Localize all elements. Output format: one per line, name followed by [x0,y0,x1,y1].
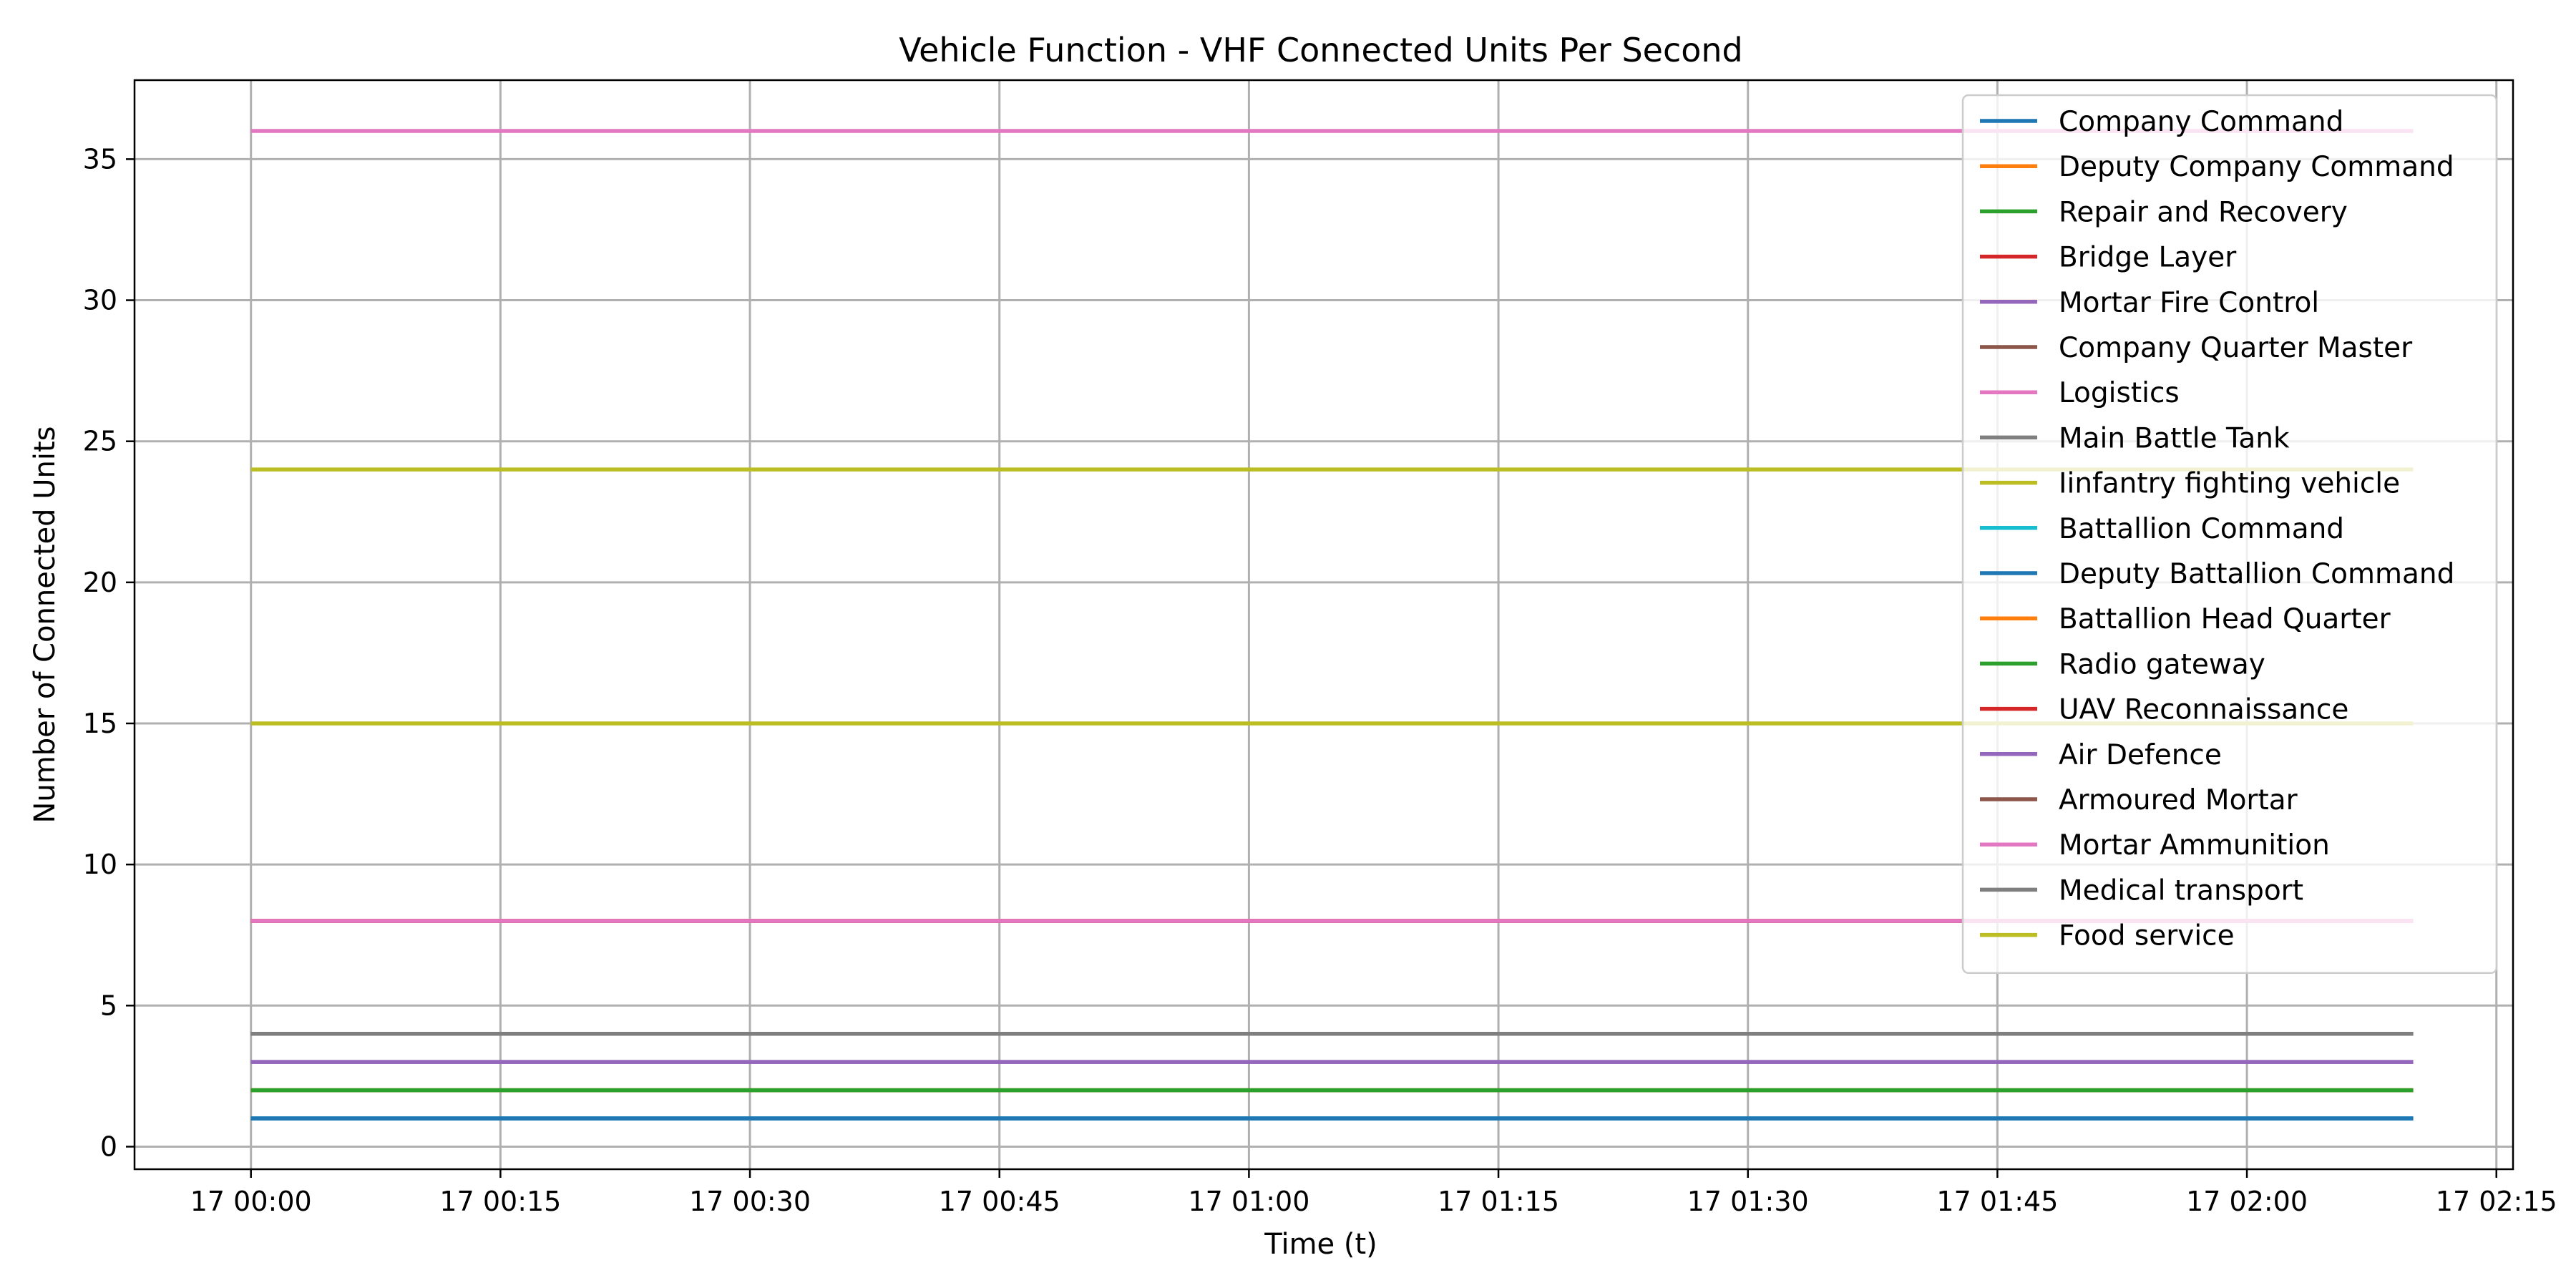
x-tick-label: 17 01:00 [1188,1186,1309,1217]
legend-label: Armoured Mortar [2059,784,2298,816]
x-tick-label: 17 00:00 [190,1186,312,1217]
legend-label: Deputy Company Command [2059,151,2454,183]
x-tick-label: 17 00:45 [939,1186,1060,1217]
x-tick-label: 17 02:15 [2436,1186,2557,1217]
y-tick-label: 15 [83,708,117,739]
legend-label: Medical transport [2059,874,2303,907]
x-axis-label: Time (t) [1264,1228,1377,1261]
x-axis: 17 00:00 17 00:15 17 00:30 17 00:45 17 01:00… [190,1169,2557,1217]
legend-label: Air Defence [2059,739,2222,771]
legend-box [1961,94,2498,975]
legend-label: Bridge Layer [2059,242,2237,274]
y-axis-label: Number of Connected Units [29,426,62,823]
x-tick-label: 17 01:30 [1687,1186,1809,1217]
legend-label: Main Battle Tank [2059,422,2290,454]
y-axis: 0 5 10 15 20 25 30 35 [83,143,135,1162]
y-tick-label: 0 [100,1131,117,1162]
legend: Company Command Deputy Company Command Rep… [1961,94,2498,975]
x-tick-label: 17 00:30 [689,1186,811,1217]
y-tick-label: 25 [83,426,117,457]
legend-label: Deputy Battallion Command [2059,558,2454,590]
y-tick-label: 35 [83,143,117,175]
x-tick-label: 17 00:15 [439,1186,561,1217]
y-tick-label: 5 [100,990,117,1021]
legend-label: Iinfantry fighting vehicle [2059,468,2400,500]
y-tick-label: 10 [83,849,117,880]
legend-label: Logistics [2059,377,2180,409]
x-tick-label: 17 01:45 [1936,1186,2058,1217]
legend-label: Company Command [2059,106,2343,138]
legend-label: UAV Reconnaissance [2059,694,2348,726]
legend-label: Repair and Recovery [2059,196,2348,228]
y-tick-label: 30 [83,285,117,316]
legend-label: Radio gateway [2059,648,2265,680]
legend-label: Mortar Ammunition [2059,829,2330,862]
legend-label: Battallion Head Quarter [2059,603,2391,635]
y-tick-label: 20 [83,567,117,598]
legend-label: Mortar Fire Control [2059,287,2319,319]
x-tick-label: 17 01:15 [1438,1186,1559,1217]
x-tick-label: 17 02:00 [2186,1186,2308,1217]
legend-label: Battallion Command [2059,513,2344,545]
chart-title: Vehicle Function - VHF Connected Units P… [899,31,1743,69]
legend-label: Food service [2059,920,2235,952]
legend-label: Company Quarter Master [2059,332,2413,364]
plot-frame [133,79,2514,1171]
